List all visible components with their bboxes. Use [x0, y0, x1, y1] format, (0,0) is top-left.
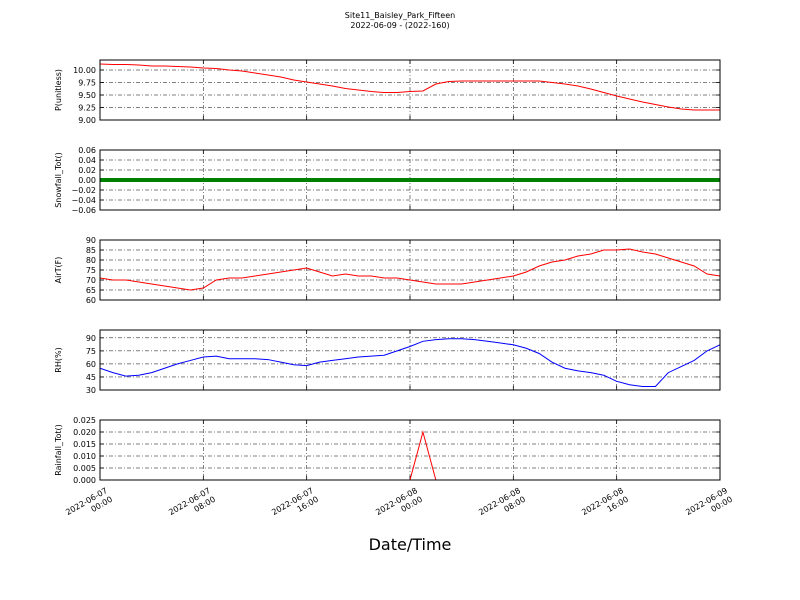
y-tick-label: 0.06 — [78, 146, 96, 155]
chart-title: Site11_Baisley_Park_Fifteen — [345, 11, 455, 20]
y-axis-label: Rainfall_Tot() — [54, 424, 63, 476]
y-tick-label: 9.75 — [78, 79, 96, 88]
series-line — [99, 248, 721, 291]
y-tick-label: 9.25 — [78, 104, 96, 113]
y-tick-label: 60 — [86, 360, 96, 369]
plot-frame — [99, 239, 721, 301]
y-tick-label: 9.50 — [78, 91, 96, 100]
plot-frame — [99, 59, 721, 121]
y-tick-label: 80 — [86, 256, 96, 265]
series-line — [99, 63, 720, 111]
y-tick-label: 9.00 — [78, 116, 96, 125]
y-tick-label: 0.020 — [73, 428, 96, 437]
y-tick-label: −0.04 — [71, 196, 96, 205]
series-line — [99, 338, 721, 388]
y-tick-label: 70 — [86, 276, 96, 285]
plot-frame — [99, 419, 721, 481]
y-tick-label: 0.00 — [78, 176, 96, 185]
y-tick-label: 75 — [86, 266, 96, 275]
y-tick-label: 0.005 — [73, 464, 96, 473]
x-axis-label: Date/Time — [369, 535, 452, 554]
y-tick-label: 65 — [86, 286, 96, 295]
y-tick-label: 0.015 — [73, 440, 96, 449]
y-tick-label: 90 — [86, 334, 96, 343]
y-tick-label: −0.02 — [71, 186, 96, 195]
y-tick-label: 90 — [86, 236, 96, 245]
y-tick-label: 0.000 — [73, 476, 96, 485]
y-tick-label: 85 — [86, 246, 96, 255]
y-tick-label: 30 — [86, 386, 96, 395]
y-tick-label: −0.06 — [71, 206, 96, 215]
y-tick-label: 0.010 — [73, 452, 96, 461]
y-tick-label: 60 — [86, 296, 96, 305]
y-tick-label: 0.04 — [78, 156, 96, 165]
y-axis-label: RH(%) — [54, 347, 63, 372]
y-tick-label: 0.025 — [73, 416, 96, 425]
plot-frame — [99, 329, 721, 391]
chart-subtitle: 2022-06-09 - (2022-160) — [350, 21, 449, 30]
plot-frame — [99, 149, 721, 211]
y-axis-label: P(unitless) — [54, 69, 63, 111]
y-tick-label: 0.02 — [78, 166, 96, 175]
y-tick-label: 45 — [86, 373, 96, 382]
y-axis-label: AirT(F) — [54, 257, 63, 284]
y-axis-label: Snowfall_Tot() — [54, 152, 63, 208]
y-tick-label: 75 — [86, 347, 96, 356]
y-tick-label: 10.00 — [73, 66, 96, 75]
